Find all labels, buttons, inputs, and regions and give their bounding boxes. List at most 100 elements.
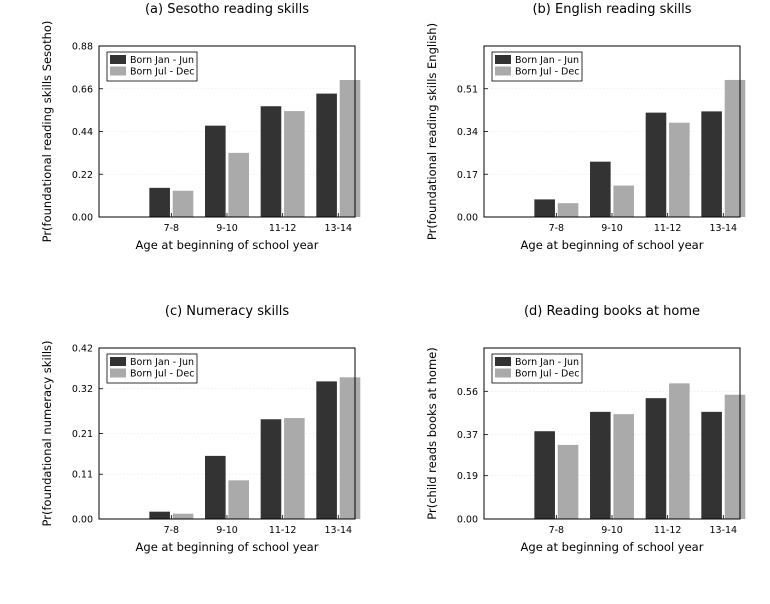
bar xyxy=(172,190,194,217)
y-tick-label: 0.17 xyxy=(457,170,478,181)
bar xyxy=(172,513,194,519)
bar xyxy=(534,199,555,217)
legend-label: Born Jan - Jun xyxy=(515,357,579,368)
bar xyxy=(228,152,249,217)
legend-label: Born Jul - Dec xyxy=(515,67,579,78)
y-tick-label: 0.11 xyxy=(72,470,93,481)
bar xyxy=(260,419,282,519)
bar xyxy=(149,187,170,217)
x-tick-label: 9-10 xyxy=(216,525,238,536)
bar xyxy=(284,111,305,217)
legend-swatch xyxy=(110,368,126,378)
x-tick-label: 13-14 xyxy=(324,223,352,234)
y-tick-label: 0.00 xyxy=(72,213,93,224)
bar xyxy=(701,411,722,519)
y-tick-label: 0.00 xyxy=(72,515,93,526)
bar xyxy=(645,112,667,217)
legend-swatch xyxy=(110,357,126,366)
chart-panel-2: (b) English reading skills 7-8 9-10 11-12 13… xyxy=(425,2,746,252)
plot-frame xyxy=(98,45,356,218)
bar xyxy=(316,93,337,217)
y-tick-label: 0.56 xyxy=(457,387,478,398)
bar xyxy=(669,122,690,217)
chart-panel-4: (d) Reading books at home 7-8 9-10 11-12 13-… xyxy=(425,304,746,554)
legend-swatch xyxy=(495,368,511,378)
bar xyxy=(284,418,305,519)
y-tick-label: 0.51 xyxy=(457,84,478,95)
bar xyxy=(316,381,337,519)
bar xyxy=(590,411,611,519)
plot-frame xyxy=(483,45,741,218)
bar xyxy=(613,185,634,217)
legend-swatch xyxy=(495,55,511,64)
y-tick-label: 0.37 xyxy=(457,430,478,441)
x-tick-label: 9-10 xyxy=(601,223,623,234)
x-axis-label: Age at beginning of school year xyxy=(521,540,704,554)
x-axis-label: Age at beginning of school year xyxy=(136,238,319,252)
bar xyxy=(534,431,555,519)
x-tick-label: 7-8 xyxy=(549,525,565,536)
y-axis-label: Pr(foundational reading skills Sesotho) xyxy=(40,21,54,243)
legend-swatch xyxy=(110,55,126,64)
x-tick-label: 11-12 xyxy=(269,525,297,536)
legend-swatch xyxy=(495,357,511,366)
chart-title: (b) English reading skills xyxy=(532,2,691,17)
chart-title: (d) Reading books at home xyxy=(524,304,700,319)
chart-title: (a) Sesotho reading skills xyxy=(145,2,309,17)
x-tick-label: 11-12 xyxy=(654,223,682,234)
x-axis-label: Age at beginning of school year xyxy=(521,238,704,252)
legend-label: Born Jan - Jun xyxy=(130,357,194,368)
legend-label: Born Jul - Dec xyxy=(515,369,579,380)
bar xyxy=(339,80,361,218)
y-axis-label: Pr(child reads books at home) xyxy=(425,347,439,519)
bar xyxy=(339,377,361,519)
plot-frame xyxy=(483,347,741,520)
x-tick-label: 7-8 xyxy=(164,223,180,234)
x-tick-label: 7-8 xyxy=(164,525,180,536)
bar xyxy=(149,511,170,519)
y-tick-label: 0.88 xyxy=(72,42,93,53)
bar xyxy=(701,111,722,217)
chart-title: (c) Numeracy skills xyxy=(165,304,289,319)
y-tick-label: 0.21 xyxy=(72,429,93,440)
y-tick-label: 0.00 xyxy=(457,213,478,224)
x-tick-label: 13-14 xyxy=(709,223,737,234)
bar xyxy=(228,480,249,519)
bar xyxy=(669,383,690,519)
chart-panel-3: (c) Numeracy skills 7-8 9-10 11-12 13-14 0.00… xyxy=(40,304,361,554)
y-axis-label: Pr(foundational reading skills English) xyxy=(425,23,439,240)
legend-swatch xyxy=(495,66,511,76)
y-tick-label: 0.00 xyxy=(457,515,478,526)
legend-label: Born Jan - Jun xyxy=(515,55,579,66)
x-tick-label: 11-12 xyxy=(654,525,682,536)
y-tick-label: 0.19 xyxy=(457,471,478,482)
legend-label: Born Jan - Jun xyxy=(130,55,194,66)
chart-panel-1: (a) Sesotho reading skills 7-8 9-10 11-12 13… xyxy=(40,2,361,252)
y-axis-label: Pr(foundational numeracy skills) xyxy=(40,340,54,526)
plot-frame xyxy=(98,347,356,520)
y-tick-label: 0.22 xyxy=(72,170,93,181)
bar xyxy=(613,414,634,519)
x-tick-label: 7-8 xyxy=(549,223,565,234)
bar xyxy=(724,394,746,519)
x-tick-label: 9-10 xyxy=(601,525,623,536)
x-tick-label: 13-14 xyxy=(709,525,737,536)
y-tick-label: 0.66 xyxy=(72,84,93,95)
bar xyxy=(205,455,226,519)
y-tick-label: 0.34 xyxy=(457,127,478,138)
y-tick-label: 0.32 xyxy=(72,384,93,395)
x-tick-label: 11-12 xyxy=(269,223,297,234)
x-axis-label: Age at beginning of school year xyxy=(136,540,319,554)
x-tick-label: 9-10 xyxy=(216,223,238,234)
legend-swatch xyxy=(110,66,126,76)
bar xyxy=(590,161,611,217)
bar xyxy=(557,203,579,217)
legend-label: Born Jul - Dec xyxy=(130,67,194,78)
y-tick-label: 0.44 xyxy=(72,127,93,138)
bar xyxy=(557,444,579,519)
